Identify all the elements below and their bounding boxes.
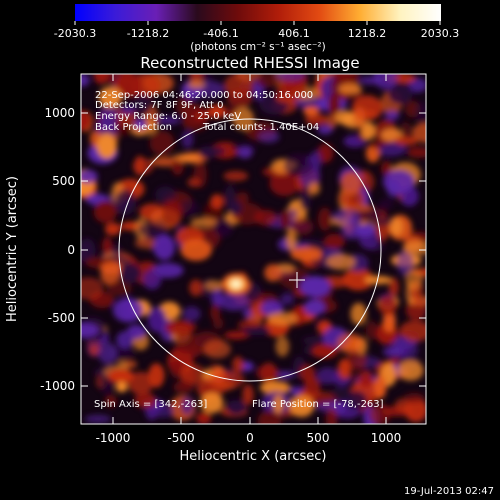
y-tick-label: -1000 [40, 379, 75, 393]
x-tick-label: 1000 [371, 431, 402, 445]
spin-axis: Spin Axis = [342,-263] [94, 399, 207, 410]
detectors-info: Detectors: 7F 8F 9F, Att 0 [95, 100, 223, 111]
generation-date: 19-Jul-2013 02:47 [404, 486, 494, 497]
colorbar-tick-label: -2030.3 [54, 27, 96, 40]
rhessi-image [81, 74, 426, 424]
flare-position-marker [289, 272, 305, 288]
flare-position: Flare Position = [-78,-263] [252, 399, 384, 410]
image-title: Reconstructed RHESSI Image [140, 54, 359, 72]
colorbar [75, 4, 441, 21]
solar-disk-circle [118, 118, 382, 382]
colorbar-tick-label: 1218.2 [348, 27, 387, 40]
y-tick-label: 500 [52, 174, 75, 188]
y-tick-label: -500 [48, 311, 75, 325]
x-tick-label: 500 [307, 431, 330, 445]
colorbar-tick-label: 2030.3 [421, 27, 460, 40]
colorbar-units: (photons cm⁻² s⁻¹ asec⁻²) [190, 41, 325, 53]
colorbar-tick-label: 406.1 [278, 27, 310, 40]
energy-range: Energy Range: 6.0 - 25.0 keV [95, 111, 241, 122]
y-tick-label: 1000 [44, 106, 75, 120]
y-tick-label: 0 [67, 243, 75, 257]
observation-time: 22-Sep-2006 04:46:20.000 to 04:50:16.000 [95, 90, 313, 101]
x-tick-label: 0 [246, 431, 254, 445]
reconstruction-method: Back Projection [95, 122, 172, 133]
colorbar-ticks [74, 21, 441, 25]
total-counts: Total counts: 1.40E+04 [202, 122, 319, 133]
x-tick-label: -500 [167, 431, 194, 445]
axis-ticks [81, 74, 426, 424]
x-axis-label: Heliocentric X (arcsec) [180, 449, 327, 464]
colorbar-tick-label: -1218.2 [127, 27, 169, 40]
colorbar-tick-label: -406.1 [203, 27, 238, 40]
x-tick-label: -1000 [96, 431, 131, 445]
y-axis-label: Heliocentric Y (arcsec) [5, 176, 20, 322]
plot-frame [80, 73, 427, 425]
